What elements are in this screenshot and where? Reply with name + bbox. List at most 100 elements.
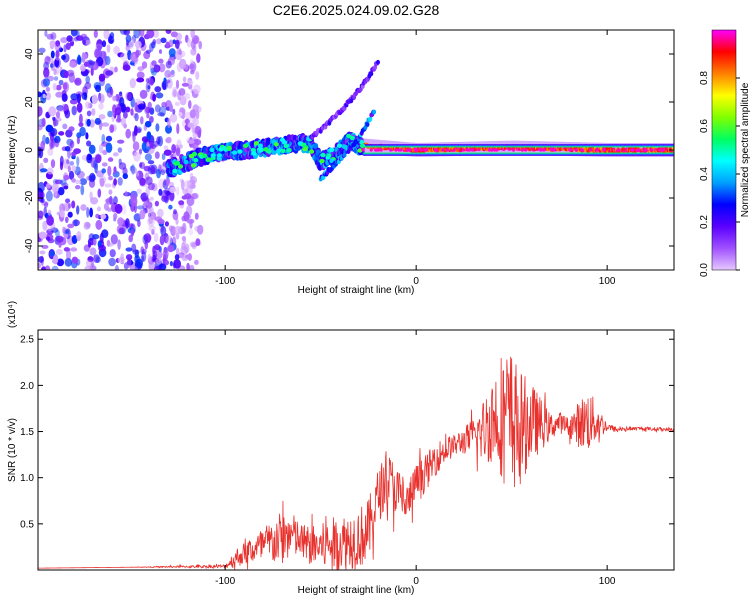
heatmap-speckle [44,265,51,270]
heatmap-band-edge [636,146,639,148]
x-tick-label: -100 [215,276,235,287]
heatmap-speckle [88,144,96,154]
heatmap-band-edge [630,153,633,155]
heatmap-band-edge [378,152,381,154]
heatmap-band-edge [637,144,640,146]
heatmap-speckle [156,250,163,259]
heatmap-speckle [101,40,107,48]
heatmap-speckle [130,96,135,108]
heatmap-speckle [76,205,80,215]
heatmap-band-peak [658,148,662,152]
heatmap-band-edge [431,144,434,146]
heatmap-band-edge [578,152,581,154]
heatmap-band-edge [637,146,640,148]
heatmap-band-edge [483,152,486,154]
heatmap-band-peak [553,148,557,152]
heatmap-speckle [45,136,50,145]
heatmap-band-edge [580,144,583,146]
heatmap-speckle [135,258,143,269]
heatmap-speckle [64,232,68,239]
heatmap-band-edge [480,146,483,148]
heatmap-band-edge [531,144,534,146]
heatmap-speckle [93,160,98,170]
heatmap-speckle [184,243,190,254]
heatmap-band-edge [401,144,404,146]
heatmap-speckle [91,94,98,105]
heatmap-band-edge [662,152,666,154]
heatmap-band-edge [458,152,462,154]
heatmap-band-peak [319,158,325,164]
heatmap-speckle [122,173,128,180]
heatmap-band-peak [661,148,665,152]
heatmap-band-edge [478,153,481,155]
heatmap-band-edge [518,144,521,146]
heatmap-speckle [55,235,64,243]
heatmap-speckle [161,80,169,91]
heatmap-band-edge [505,152,509,154]
heatmap-speckle [50,50,55,59]
heatmap-speckle [125,254,133,261]
heatmap-band-edge [531,146,534,148]
heatmap-speckle [139,89,148,99]
heatmap-band-edge [368,154,371,156]
heatmap-band-edge [618,144,621,146]
heatmap-speckle [65,216,69,223]
snr-x-axis-label: Height of straight line (km) [298,585,415,596]
heatmap-speckle [187,122,194,128]
heatmap-band-edge [391,145,394,147]
heatmap-band-edge [488,154,491,156]
heatmap-speckle [149,116,154,123]
heatmap-branch-upper [373,65,378,70]
heatmap-speckle [97,206,101,212]
heatmap-speckle [106,44,111,53]
heatmap-band-edge [617,146,620,148]
heatmap-band-edge [665,144,668,146]
heatmap-band-edge [662,146,666,148]
heatmap-band-edge [650,153,653,155]
heatmap-speckle [81,92,88,100]
heatmap-band-edge [473,145,476,147]
heatmap-speckle [101,168,106,174]
heatmap-speckle [147,164,156,175]
heatmap-band-edge [393,154,396,156]
heatmap-band-edge [476,152,479,154]
heatmap-band-edge [497,145,501,147]
heatmap-band-edge [386,153,389,155]
heatmap-speckle [137,128,141,133]
heatmap-speckle [111,111,115,123]
heatmap-band-edge [581,145,584,147]
heatmap-band-edge [510,153,513,155]
heatmap-speckle [154,244,161,251]
heatmap-band-edge [455,146,458,148]
heatmap-band-edge [670,144,674,146]
heatmap-band-edge [476,153,479,155]
heatmap-speckle [119,97,125,107]
heatmap-speckle [191,192,199,200]
y-tick-label: 2.0 [20,381,34,392]
heatmap-band-edge [368,144,371,146]
heatmap-speckle [38,47,46,54]
heatmap-band-edge [497,146,501,148]
heatmap-band-edge [526,152,529,154]
heatmap-speckle [46,92,51,101]
heatmap-band-edge [648,152,651,154]
heatmap-band-edge [480,145,483,147]
heatmap-band-peak [542,148,546,152]
heatmap-band-edge [590,152,593,154]
heatmap-speckle [194,212,199,220]
heatmap-speckle [38,142,41,148]
heatmap-band-edge [615,153,619,155]
heatmap-band-peak [487,148,492,152]
heatmap-band-edge [636,152,639,154]
heatmap-band-edge [620,146,623,148]
heatmap-band-edge [670,152,674,154]
heatmap-band-edge [391,144,394,146]
heatmap-speckle [41,244,49,249]
heatmap-speckle [125,247,133,252]
heatmap-speckle [188,100,192,109]
heatmap-band-peak [470,148,475,152]
heatmap-speckle [153,265,161,270]
heatmap-band-edge [433,154,436,156]
heatmap-speckle [120,52,128,61]
heatmap-band-edge [525,146,528,148]
